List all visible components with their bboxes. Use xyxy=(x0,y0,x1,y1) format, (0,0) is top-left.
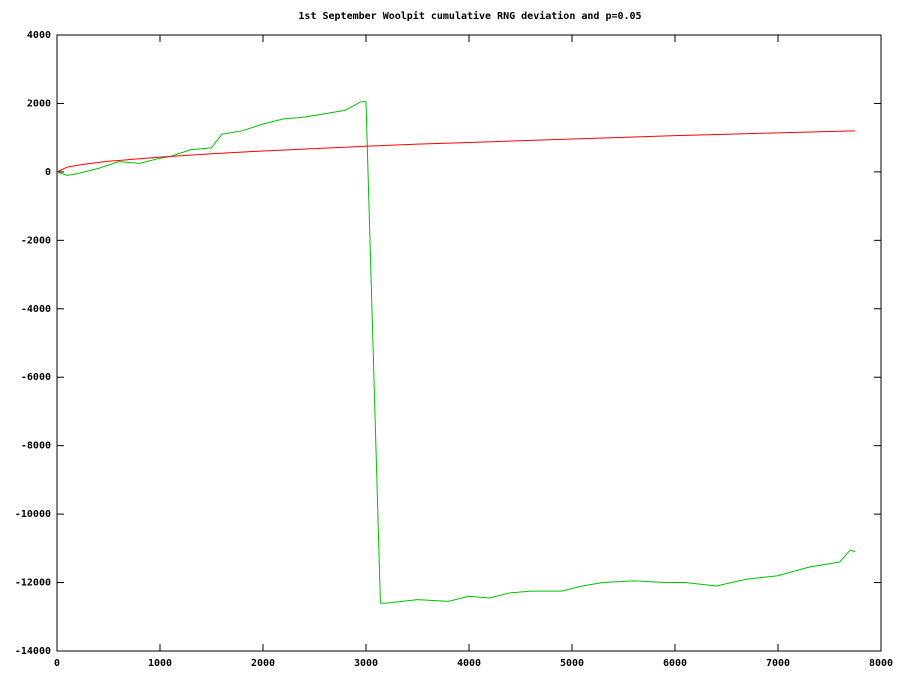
x-tick-label: 5000 xyxy=(560,658,584,669)
plot-frame xyxy=(56,34,882,652)
x-tick-label: 8000 xyxy=(869,658,893,669)
y-tick-label: 2000 xyxy=(27,98,51,109)
x-tick-label: 1000 xyxy=(148,658,172,669)
x-tick-label: 4000 xyxy=(457,658,481,669)
x-tick-label: 3000 xyxy=(354,658,378,669)
data-line xyxy=(56,130,856,173)
x-tick-label: 0 xyxy=(54,658,60,669)
x-tick-label: 2000 xyxy=(251,658,275,669)
y-tick-label: -14000 xyxy=(15,646,51,657)
y-tick-label: -8000 xyxy=(21,441,51,452)
y-tick-label: -10000 xyxy=(15,509,51,520)
y-tick-label: -6000 xyxy=(21,372,51,383)
chart-title: 1st September Woolpit cumulative RNG dev… xyxy=(298,10,641,22)
y-tick-label: -2000 xyxy=(21,235,51,246)
y-tick-label: -4000 xyxy=(21,304,51,315)
x-tick-label: 7000 xyxy=(766,658,790,669)
y-tick-label: 0 xyxy=(45,167,51,178)
data-line xyxy=(56,101,856,604)
y-tick-label: 4000 xyxy=(27,30,51,41)
x-tick-label: 6000 xyxy=(663,658,687,669)
y-tick-label: -12000 xyxy=(15,578,51,589)
